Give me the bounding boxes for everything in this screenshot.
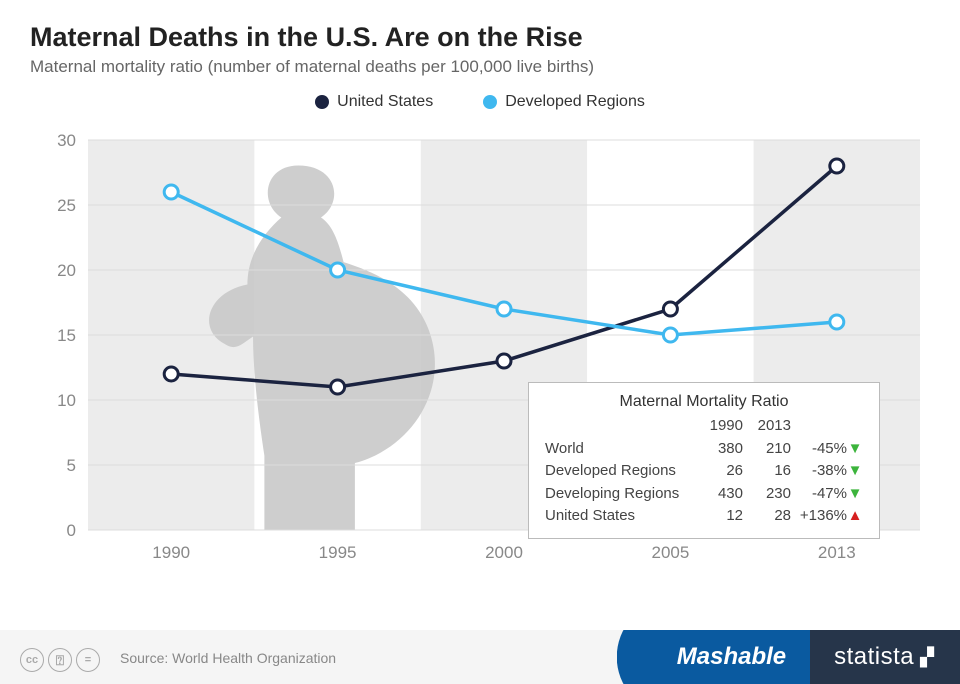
brand-statista: statista ▞ (810, 630, 960, 684)
svg-text:10: 10 (57, 391, 76, 410)
table-row: Developing Regions 430 230 -47% ▼ (545, 483, 863, 506)
cc-icon: cc (20, 648, 44, 672)
table-cell-2013: 230 (743, 483, 791, 506)
table-header-blank (545, 415, 695, 438)
table-cell-1990: 380 (695, 438, 743, 461)
table-cell-2013: 210 (743, 438, 791, 461)
legend-dot-us (315, 95, 329, 109)
header: Maternal Deaths in the U.S. Are on the R… (0, 0, 960, 81)
statista-icon: ▞ (920, 647, 934, 668)
svg-text:1995: 1995 (319, 543, 357, 562)
table-row: United States 12 28 +136% ▲ (545, 505, 863, 528)
infographic-container: Maternal Deaths in the U.S. Are on the R… (0, 0, 960, 684)
svg-text:0: 0 (67, 521, 76, 540)
cc-license-icons: cc ⍰ = (20, 648, 100, 672)
table-cell-label: World (545, 438, 695, 461)
trend-arrow-icon: ▼ (847, 438, 863, 461)
legend-label-us: United States (337, 93, 433, 111)
chart-legend: United States Developed Regions (0, 93, 960, 111)
trend-arrow-icon: ▼ (847, 483, 863, 506)
legend-dot-dev (483, 95, 497, 109)
table-cell-change: -38% (791, 460, 847, 483)
svg-text:1990: 1990 (152, 543, 190, 562)
table-cell-1990: 430 (695, 483, 743, 506)
by-icon: ⍰ (48, 648, 72, 672)
table-header-row: 1990 2013 (545, 415, 863, 438)
svg-text:15: 15 (57, 326, 76, 345)
svg-text:2013: 2013 (818, 543, 856, 562)
legend-item-us: United States (315, 93, 433, 111)
source-text: Source: World Health Organization (120, 650, 336, 666)
table-cell-change: +136% (791, 505, 847, 528)
svg-text:30: 30 (57, 131, 76, 150)
brand-strip: Mashable statista ▞ (617, 630, 960, 684)
table-cell-1990: 26 (695, 460, 743, 483)
table-row: Developed Regions 26 16 -38% ▼ (545, 460, 863, 483)
table-cell-change: -47% (791, 483, 847, 506)
chart-area: 0 5 10 15 20 25 30 1990 1995 2000 2005 2013 Materna… (30, 130, 930, 590)
table-header-1990: 1990 (695, 415, 743, 438)
page-title: Maternal Deaths in the U.S. Are on the R… (30, 22, 930, 53)
footer-bar: cc ⍰ = Source: World Health Organization… (0, 630, 960, 684)
svg-text:5: 5 (67, 456, 76, 475)
table-cell-label: Developed Regions (545, 460, 695, 483)
table-header-arrow (847, 415, 863, 438)
data-table: Maternal Mortality Ratio 1990 2013 World… (528, 382, 880, 539)
svg-text:25: 25 (57, 196, 76, 215)
legend-item-dev: Developed Regions (483, 93, 645, 111)
svg-text:2005: 2005 (651, 543, 689, 562)
trend-arrow-icon: ▼ (847, 460, 863, 483)
page-subtitle: Maternal mortality ratio (number of mate… (30, 57, 930, 77)
nd-icon: = (76, 648, 100, 672)
table-title: Maternal Mortality Ratio (545, 393, 863, 411)
table-header-2013: 2013 (743, 415, 791, 438)
table-cell-2013: 28 (743, 505, 791, 528)
table-cell-2013: 16 (743, 460, 791, 483)
trend-arrow-icon: ▲ (847, 505, 863, 528)
table-row: World 380 210 -45% ▼ (545, 438, 863, 461)
table-cell-1990: 12 (695, 505, 743, 528)
brand-mashable: Mashable (667, 630, 810, 684)
table-cell-label: United States (545, 505, 695, 528)
brand-statista-text: statista (834, 643, 914, 671)
table-cell-change: -45% (791, 438, 847, 461)
brand-curve (617, 630, 667, 684)
table-header-change (791, 415, 847, 438)
svg-text:2000: 2000 (485, 543, 523, 562)
legend-label-dev: Developed Regions (505, 93, 645, 111)
table-cell-label: Developing Regions (545, 483, 695, 506)
svg-text:20: 20 (57, 261, 76, 280)
